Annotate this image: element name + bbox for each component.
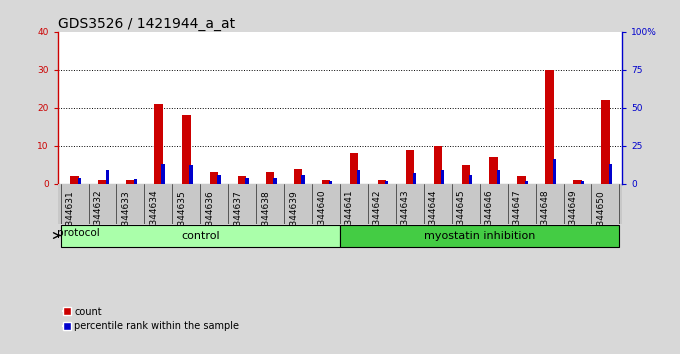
- Bar: [517, 176, 526, 184]
- Text: GSM344641: GSM344641: [345, 190, 354, 244]
- Bar: [350, 153, 358, 184]
- Text: GSM344635: GSM344635: [177, 190, 186, 245]
- Text: GSM344637: GSM344637: [233, 190, 242, 245]
- Bar: [553, 159, 556, 184]
- Bar: [210, 172, 218, 184]
- Text: GSM344649: GSM344649: [568, 190, 577, 244]
- Text: GSM344648: GSM344648: [541, 190, 549, 244]
- Bar: [154, 104, 163, 184]
- Bar: [238, 176, 246, 184]
- Text: GSM344634: GSM344634: [150, 190, 158, 244]
- Bar: [406, 149, 414, 184]
- Bar: [434, 146, 442, 184]
- Text: GSM344631: GSM344631: [65, 190, 75, 245]
- Text: GSM344644: GSM344644: [429, 190, 438, 244]
- Bar: [105, 170, 109, 184]
- Bar: [99, 180, 107, 184]
- Bar: [462, 165, 470, 184]
- Bar: [218, 175, 221, 184]
- Bar: [329, 181, 333, 184]
- Text: control: control: [181, 230, 220, 240]
- Bar: [266, 172, 274, 184]
- Bar: [601, 100, 610, 184]
- Text: GSM344650: GSM344650: [596, 190, 605, 245]
- Bar: [545, 70, 554, 184]
- Bar: [581, 181, 584, 184]
- Bar: [190, 165, 192, 184]
- FancyBboxPatch shape: [61, 225, 340, 247]
- Bar: [413, 173, 416, 184]
- Bar: [294, 169, 303, 184]
- Bar: [273, 178, 277, 184]
- Bar: [182, 115, 190, 184]
- Text: GSM344638: GSM344638: [261, 190, 270, 245]
- Text: GSM344640: GSM344640: [317, 190, 326, 244]
- Bar: [490, 157, 498, 184]
- Legend: count, percentile rank within the sample: count, percentile rank within the sample: [63, 307, 239, 331]
- Bar: [161, 164, 165, 184]
- Text: GSM344646: GSM344646: [485, 190, 494, 244]
- Bar: [133, 179, 137, 184]
- Text: GSM344643: GSM344643: [401, 190, 410, 244]
- Bar: [525, 181, 528, 184]
- Bar: [573, 180, 581, 184]
- Bar: [78, 178, 81, 184]
- Bar: [70, 176, 79, 184]
- Text: GSM344647: GSM344647: [513, 190, 522, 244]
- Bar: [609, 164, 612, 184]
- Bar: [469, 175, 472, 184]
- FancyBboxPatch shape: [340, 225, 619, 247]
- Bar: [357, 170, 360, 184]
- Bar: [497, 170, 500, 184]
- Text: myostatin inhibition: myostatin inhibition: [424, 230, 535, 240]
- Bar: [377, 180, 386, 184]
- Text: GSM344639: GSM344639: [289, 190, 298, 245]
- Text: GSM344642: GSM344642: [373, 190, 382, 244]
- Bar: [245, 178, 249, 184]
- Text: GDS3526 / 1421944_a_at: GDS3526 / 1421944_a_at: [58, 17, 235, 31]
- Text: GSM344645: GSM344645: [457, 190, 466, 244]
- Bar: [322, 180, 330, 184]
- Bar: [385, 181, 388, 184]
- Text: protocol: protocol: [57, 228, 100, 238]
- Text: GSM344633: GSM344633: [122, 190, 131, 245]
- Text: GSM344632: GSM344632: [94, 190, 103, 244]
- Bar: [301, 175, 305, 184]
- Bar: [441, 170, 444, 184]
- Bar: [126, 180, 135, 184]
- Text: GSM344636: GSM344636: [205, 190, 214, 245]
